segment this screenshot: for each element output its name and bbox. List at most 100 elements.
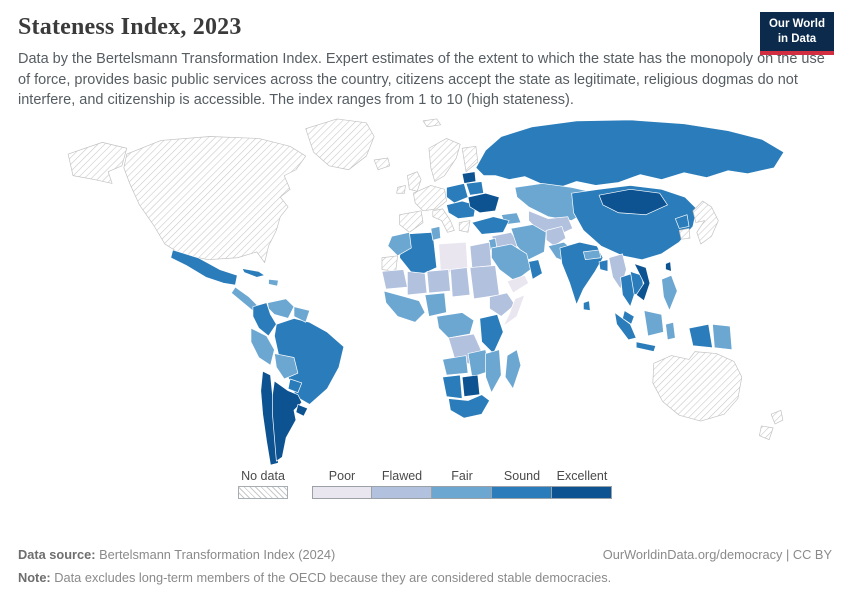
map-region-turkey[interactable]: [471, 216, 510, 235]
map-region-saudi-arabia[interactable]: [491, 243, 531, 282]
map-region-libya[interactable]: [438, 241, 469, 274]
map-region-mali[interactable]: [407, 270, 428, 295]
map-region-west-africa[interactable]: [383, 290, 426, 323]
map-region-australia[interactable]: [652, 351, 743, 422]
map-region-sudan[interactable]: [469, 264, 500, 299]
map-region-italy[interactable]: [432, 208, 455, 233]
map-region-taiwan[interactable]: [665, 261, 672, 272]
map-region-botswana[interactable]: [461, 374, 481, 397]
map-region-oman[interactable]: [528, 259, 543, 280]
map-region-somalia[interactable]: [502, 294, 526, 327]
map-region-mozambique[interactable]: [485, 349, 502, 393]
owid-logo-line2: in Data: [777, 32, 817, 45]
map-region-japan[interactable]: [692, 200, 719, 245]
data-source-value: Bertelsmann Transformation Index (2024): [95, 547, 336, 563]
map-region-finland[interactable]: [461, 145, 479, 172]
legend-bin-label: Excellent: [556, 468, 608, 483]
note-value: Data excludes long-term members of the O…: [50, 569, 612, 585]
map-region-greenland[interactable]: [305, 118, 375, 170]
map-region-madagascar[interactable]: [504, 349, 522, 389]
map-region-canada-usa[interactable]: [123, 135, 307, 263]
legend-bin-fair[interactable]: Fair: [432, 469, 492, 499]
map-region-nigeria[interactable]: [424, 292, 447, 317]
map-region-peru[interactable]: [250, 327, 275, 366]
map-region-sri-lanka[interactable]: [583, 300, 591, 311]
map-region-kenya-tanzania[interactable]: [479, 313, 504, 354]
world-map: No data Poor Flawed Fair Sound Excellent: [0, 115, 850, 499]
map-region-alaska[interactable]: [67, 141, 128, 184]
map-region-nepal[interactable]: [583, 249, 602, 260]
map-region-korea-north[interactable]: [674, 214, 690, 229]
map-region-russia[interactable]: [475, 119, 785, 188]
legend-category-strip: Poor Flawed Fair Sound Excellent: [312, 469, 612, 499]
map-region-iberia[interactable]: [399, 210, 424, 233]
map-region-iran[interactable]: [510, 223, 547, 260]
map-region-vietnam[interactable]: [633, 263, 651, 301]
owid-license-link[interactable]: OurWorldinData.org/democracy | CC BY: [602, 547, 832, 563]
legend-bin-sound[interactable]: Sound: [492, 469, 552, 499]
owid-logo[interactable]: Our World in Data: [760, 12, 834, 55]
map-region-central-europe[interactable]: [446, 182, 469, 204]
map-region-uruguay[interactable]: [295, 403, 309, 417]
map-region-ireland[interactable]: [396, 184, 406, 194]
map-region-bolivia[interactable]: [274, 352, 299, 380]
map-region-angola[interactable]: [442, 354, 469, 376]
map-region-sulawesi[interactable]: [665, 321, 676, 340]
legend-bin-label: Flawed: [381, 468, 423, 483]
legend-bin-excellent[interactable]: Excellent: [552, 469, 612, 499]
map-region-malaysia[interactable]: [622, 309, 635, 325]
map-region-colombia[interactable]: [252, 302, 277, 337]
map-region-papua-new-guinea[interactable]: [712, 323, 733, 350]
map-region-guyanas[interactable]: [293, 306, 310, 323]
map-region-sumatra[interactable]: [614, 311, 637, 340]
map-region-mexico[interactable]: [170, 249, 238, 286]
map-region-belarus[interactable]: [465, 180, 485, 196]
map-region-bangladesh[interactable]: [598, 259, 609, 272]
legend-bin-flawed[interactable]: Flawed: [372, 469, 432, 499]
map-region-svalbard[interactable]: [422, 118, 441, 127]
map-region-namibia[interactable]: [442, 374, 463, 399]
map-region-morocco[interactable]: [387, 231, 412, 256]
map-region-iceland[interactable]: [373, 157, 391, 170]
legend-no-data-label: No data: [241, 468, 285, 483]
map-region-venezuela[interactable]: [267, 298, 295, 319]
map-region-egypt[interactable]: [469, 241, 492, 268]
map-region-scandinavia[interactable]: [428, 137, 461, 182]
map-region-ethiopia[interactable]: [489, 292, 516, 317]
map-region-new-guinea-west[interactable]: [688, 323, 713, 348]
map-region-western-sahara[interactable]: [381, 255, 398, 272]
map-region-ukraine[interactable]: [467, 192, 500, 213]
map-legend: No data Poor Flawed Fair Sound Excellent: [0, 469, 850, 499]
map-region-paraguay[interactable]: [287, 378, 303, 393]
map-region-korea-south[interactable]: [678, 227, 691, 240]
map-region-niger[interactable]: [426, 268, 451, 294]
map-region-tunisia[interactable]: [430, 225, 441, 241]
legend-bin-label: Poor: [328, 468, 356, 483]
map-region-mongolia[interactable]: [598, 188, 668, 215]
page-title: Stateness Index, 2023: [18, 14, 242, 40]
legend-no-data[interactable]: No data: [238, 469, 288, 499]
map-region-chile[interactable]: [260, 370, 279, 466]
choropleth-svg: [67, 118, 785, 466]
legend-bin-poor[interactable]: Poor: [312, 469, 372, 499]
map-region-cuba[interactable]: [241, 267, 265, 278]
map-region-south-africa[interactable]: [448, 394, 490, 419]
map-region-new-zealand-south[interactable]: [759, 425, 774, 440]
map-region-argentina[interactable]: [272, 380, 303, 462]
map-region-afghanistan[interactable]: [545, 225, 567, 247]
map-region-central-africa[interactable]: [436, 311, 475, 339]
map-region-java[interactable]: [635, 341, 657, 352]
map-region-europe-mainland[interactable]: [412, 184, 447, 211]
map-region-philippines[interactable]: [661, 274, 678, 311]
map-region-uk[interactable]: [407, 171, 422, 192]
map-region-chad[interactable]: [450, 266, 471, 297]
map-region-new-zealand-north[interactable]: [770, 409, 784, 425]
map-region-balkans[interactable]: [446, 200, 477, 219]
map-region-greece[interactable]: [458, 219, 471, 233]
map-region-yemen[interactable]: [506, 274, 529, 294]
map-region-hispaniola[interactable]: [268, 278, 279, 287]
legend-bin-swatch: [552, 485, 612, 499]
map-region-borneo[interactable]: [643, 309, 664, 337]
map-region-mauritania[interactable]: [381, 268, 408, 290]
map-region-baltics[interactable]: [461, 171, 477, 184]
